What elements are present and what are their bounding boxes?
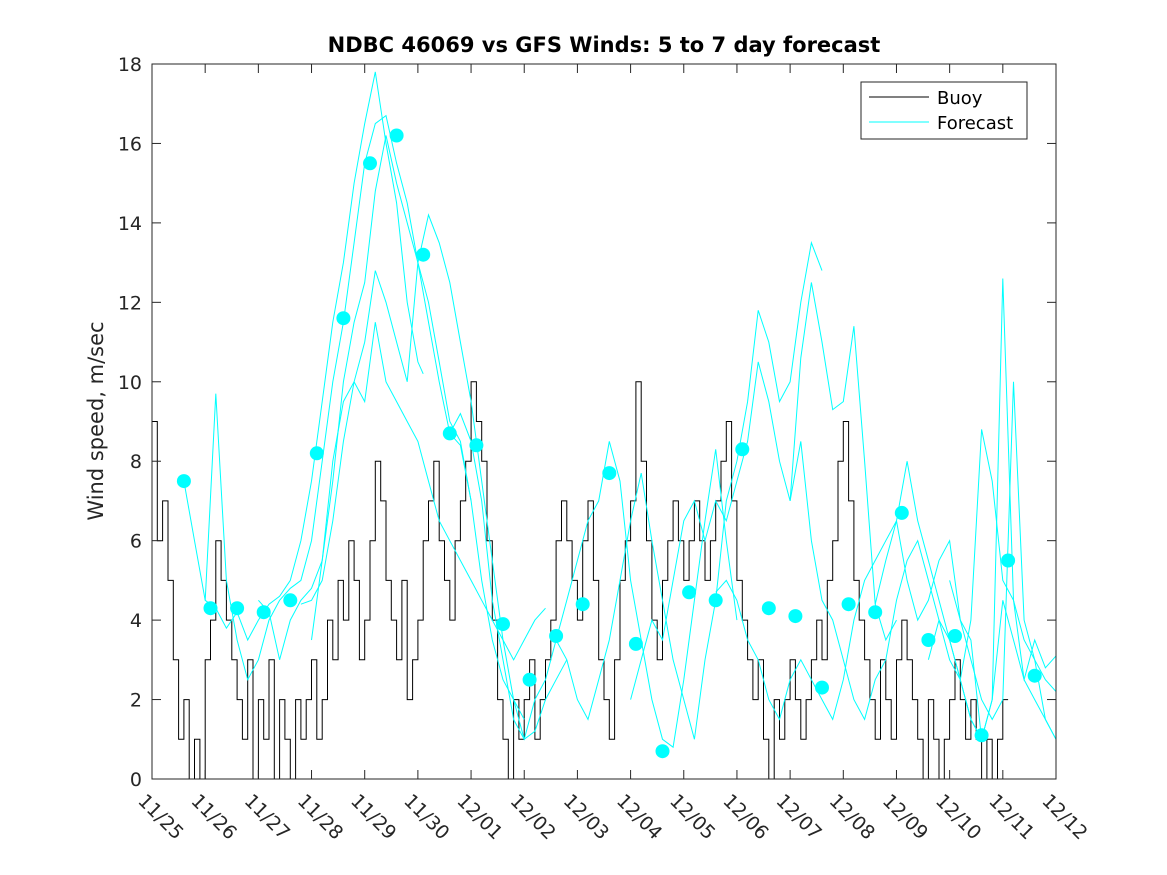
forecast-marker — [974, 728, 989, 743]
forecast-series-line — [874, 381, 1057, 740]
forecast-series-line — [715, 461, 983, 740]
forecast-marker — [230, 601, 245, 616]
buoy-series-line — [152, 381, 1009, 780]
forecast-marker — [682, 585, 697, 600]
forecast-series-line — [630, 282, 897, 700]
y-tick-label: 8 — [130, 451, 142, 473]
forecast-series-line — [258, 135, 525, 720]
forecast-marker — [868, 605, 883, 620]
y-tick-label: 12 — [118, 292, 142, 314]
forecast-marker — [176, 474, 191, 489]
forecast-marker — [469, 438, 484, 453]
forecast-marker — [761, 601, 776, 616]
y-tick-label: 10 — [118, 372, 142, 394]
legend-forecast-label: Forecast — [937, 113, 1013, 134]
forecast-marker — [1001, 553, 1016, 568]
buoy-layer — [152, 381, 1009, 780]
forecast-marker — [894, 505, 909, 520]
forecast-marker — [496, 617, 510, 632]
forecast-marker — [655, 744, 670, 759]
forecast-marker — [1027, 668, 1042, 683]
legend-box — [860, 81, 1028, 140]
forecast-series-line — [789, 429, 1057, 721]
y-axis: 0 2 4 6 8 10 12 14 16 18 — [118, 54, 1056, 791]
forecast-marker — [309, 446, 324, 461]
forecast-marker — [815, 680, 829, 695]
axes-box — [151, 63, 1057, 780]
y-tick-label: 0 — [130, 769, 142, 791]
y-axis-label: Wind speed, m/sec — [84, 321, 108, 520]
y-tick-label: 18 — [118, 54, 142, 76]
forecast-marker — [575, 597, 590, 612]
y-tick-label: 4 — [130, 610, 142, 632]
forecast-marker — [549, 629, 564, 643]
forecast-marker — [948, 629, 962, 643]
forecast-series-line — [949, 580, 1057, 740]
chart-title: NDBC 46069 vs GFS Winds: 5 to 7 day fore… — [328, 33, 881, 57]
forecast-marker — [389, 128, 404, 143]
forecast-marker — [841, 597, 856, 612]
forecast-series-line — [555, 240, 823, 740]
forecast-series-line — [311, 322, 546, 661]
forecast-marker — [788, 609, 803, 624]
forecast-series-line — [300, 213, 568, 741]
forecast-marker — [921, 633, 936, 647]
legend: Buoy Forecast — [860, 81, 1028, 140]
forecast-marker — [336, 311, 351, 326]
forecast-marker — [735, 442, 750, 457]
legend-buoy-label: Buoy — [937, 88, 983, 109]
plot-area — [151, 63, 1057, 780]
forecast-marker — [602, 466, 617, 481]
forecast-series-line — [204, 114, 472, 682]
forecast-marker — [522, 672, 537, 687]
forecast-marker — [442, 426, 457, 441]
y-tick-label: 14 — [118, 213, 142, 235]
y-tick-label: 6 — [130, 531, 142, 553]
forecast-marker — [628, 636, 643, 651]
forecast-series-line — [449, 412, 738, 749]
forecast-marker — [203, 601, 218, 616]
forecast-marker — [283, 593, 298, 608]
forecast-marker — [256, 605, 271, 620]
forecast-marker — [708, 593, 723, 608]
forecast-series-line — [183, 71, 424, 642]
forecast-marker-layer — [176, 128, 1042, 759]
y-tick-label: 16 — [118, 133, 142, 155]
forecast-marker — [363, 156, 377, 171]
forecast-marker — [416, 247, 431, 262]
y-tick-label: 2 — [130, 690, 142, 712]
